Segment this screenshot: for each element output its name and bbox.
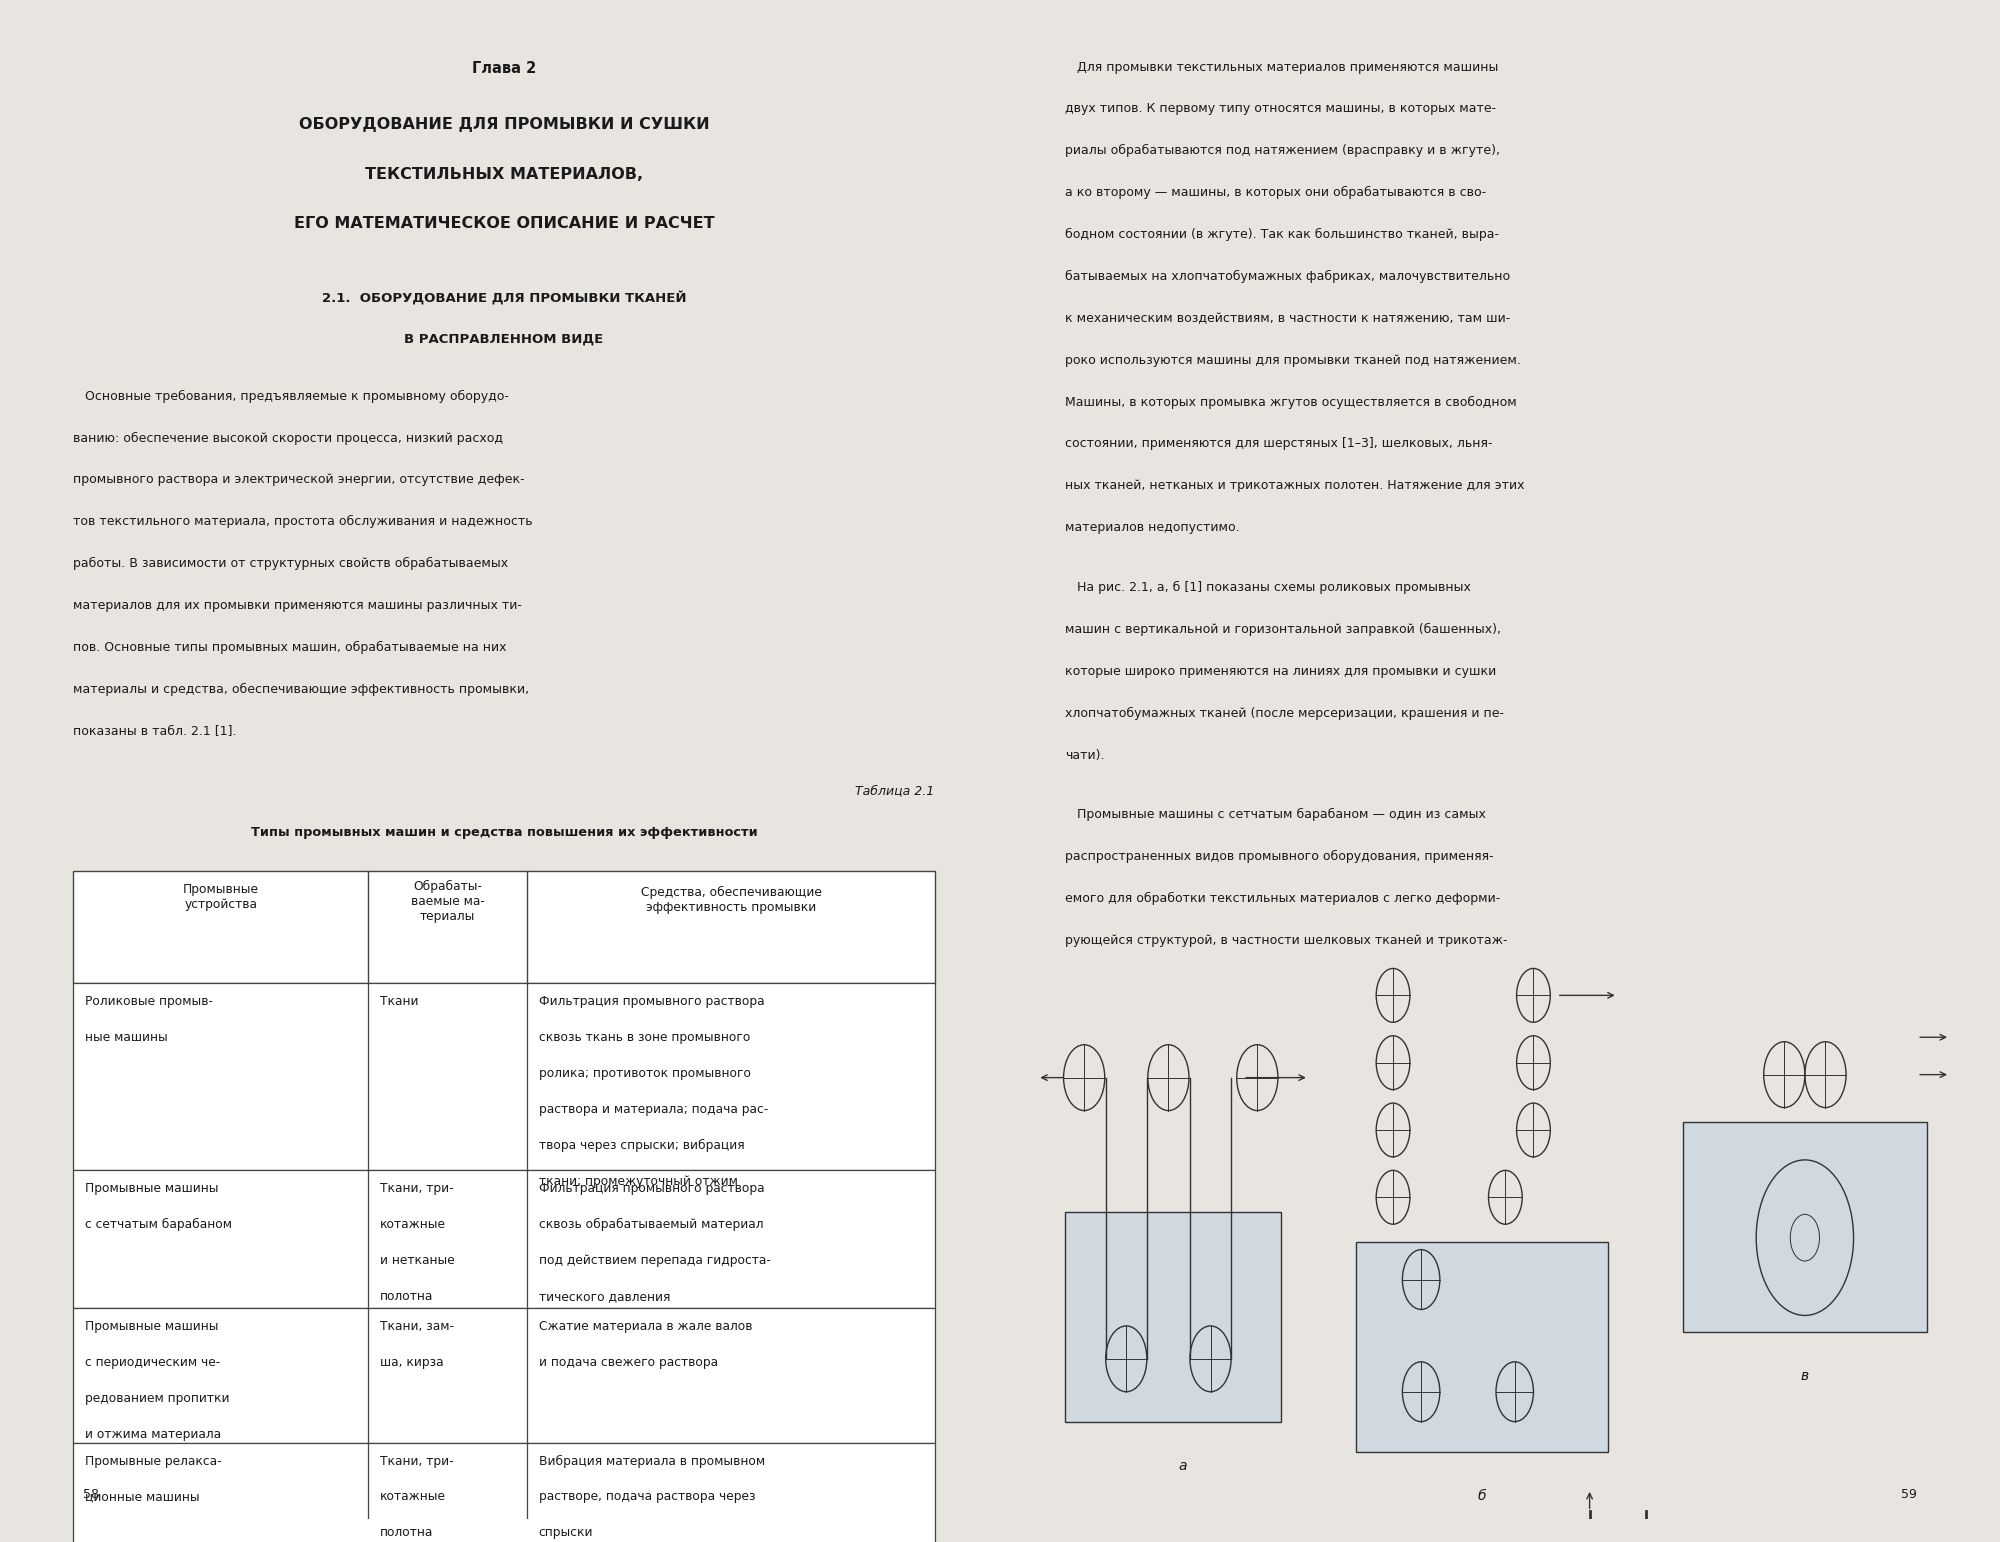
Text: котажные: котажные	[380, 1218, 446, 1231]
Text: 59: 59	[1902, 1488, 1918, 1500]
Text: растворе, подача раствора через: растворе, подача раствора через	[538, 1491, 756, 1503]
Text: На рис. 2.1, а, б [1] показаны схемы роликовых промывных: На рис. 2.1, а, б [1] показаны схемы рол…	[1066, 581, 1472, 594]
Bar	[74, 1443, 934, 1542]
Text: Типы промывных машин и средства повышения их эффективности: Типы промывных машин и средства повышени…	[250, 827, 758, 839]
Text: раствора и материала; подача рас-: раствора и материала; подача рас-	[538, 1103, 768, 1116]
Text: материалов для их промывки применяются машины различных ти-: материалов для их промывки применяются м…	[74, 598, 522, 612]
Text: Ткани: Ткани	[380, 996, 418, 1008]
Text: Промывные
устройства: Промывные устройства	[182, 884, 258, 911]
Text: ролика; противоток промывного: ролика; противоток промывного	[538, 1067, 750, 1079]
Bar	[1066, 1212, 1280, 1422]
Text: промывного раствора и электрической энергии, отсутствие дефек-: промывного раствора и электрической энер…	[74, 473, 526, 486]
Text: и подача свежего раствора: и подача свежего раствора	[538, 1355, 718, 1369]
Text: Для промывки текстильных материалов применяются машины: Для промывки текстильных материалов прим…	[1066, 60, 1498, 74]
Text: котажные: котажные	[380, 1491, 446, 1503]
Bar	[1356, 1243, 1608, 1451]
Text: емого для обработки текстильных материалов с легко деформи-: емого для обработки текстильных материал…	[1066, 893, 1500, 905]
Text: твора через спрыски; вибрация: твора через спрыски; вибрация	[538, 1140, 744, 1152]
Text: материалы и средства, обеспечивающие эффективность промывки,: материалы и средства, обеспечивающие эфф…	[74, 683, 530, 695]
Text: б: б	[1478, 1490, 1486, 1503]
Text: Основные требования, предъявляемые к промывному оборудо-: Основные требования, предъявляемые к про…	[74, 390, 510, 402]
Text: к механическим воздействиям, в частности к натяжению, там ши-: к механическим воздействиям, в частности…	[1066, 311, 1510, 325]
Text: Сжатие материала в жале валов: Сжатие материала в жале валов	[538, 1320, 752, 1332]
Text: Глава 2: Глава 2	[472, 60, 536, 76]
Text: а ко второму — машины, в которых они обрабатываются в сво-: а ко второму — машины, в которых они обр…	[1066, 187, 1486, 199]
Bar	[74, 1170, 934, 1308]
Text: распространенных видов промывного оборудования, применяя-: распространенных видов промывного оборуд…	[1066, 850, 1494, 864]
Text: ОБОРУДОВАНИЕ ДЛЯ ПРОМЫВКИ И СУШКИ: ОБОРУДОВАНИЕ ДЛЯ ПРОМЫВКИ И СУШКИ	[298, 117, 710, 133]
Text: Фильтрация промывного раствора: Фильтрация промывного раствора	[538, 996, 764, 1008]
Text: редованием пропитки: редованием пропитки	[84, 1392, 230, 1405]
Text: полотна: полотна	[380, 1291, 432, 1303]
Text: материалов недопустимо.: материалов недопустимо.	[1066, 521, 1240, 534]
Text: Роликовые промыв-: Роликовые промыв-	[84, 996, 212, 1008]
Text: чати).: чати).	[1066, 748, 1104, 762]
Text: а: а	[1178, 1459, 1186, 1473]
Text: пов. Основные типы промывных машин, обрабатываемые на них: пов. Основные типы промывных машин, обра…	[74, 641, 506, 654]
Text: Промывные машины с сетчатым барабаном — один из самых: Промывные машины с сетчатым барабаном — …	[1066, 808, 1486, 822]
Bar	[74, 1308, 934, 1443]
Text: Ткани, три-: Ткани, три-	[380, 1454, 454, 1468]
Text: ткани; промежуточный отжим: ткани; промежуточный отжим	[538, 1175, 738, 1187]
Text: ционные машины: ционные машины	[84, 1491, 200, 1503]
Text: хлопчатобумажных тканей (после мерсеризации, крашения и пе-: хлопчатобумажных тканей (после мерсериза…	[1066, 706, 1504, 720]
Text: Вибрация материала в промывном: Вибрация материала в промывном	[538, 1454, 764, 1468]
Bar	[1684, 1123, 1926, 1332]
Text: Промывные релакса-: Промывные релакса-	[84, 1454, 222, 1468]
Text: и отжима материала: и отжима материала	[84, 1428, 220, 1440]
Text: 2.1.  ОБОРУДОВАНИЕ ДЛЯ ПРОМЫВКИ ТКАНЕЙ: 2.1. ОБОРУДОВАНИЕ ДЛЯ ПРОМЫВКИ ТКАНЕЙ	[322, 291, 686, 305]
Text: риалы обрабатываются под натяжением (врасправку и в жгуте),: риалы обрабатываются под натяжением (вра…	[1066, 145, 1500, 157]
Text: Ткани, зам-: Ткани, зам-	[380, 1320, 454, 1332]
Text: показаны в табл. 2.1 [1].: показаны в табл. 2.1 [1].	[74, 725, 236, 737]
Text: Таблица 2.1: Таблица 2.1	[856, 785, 934, 797]
Text: тов текстильного материала, простота обслуживания и надежность: тов текстильного материала, простота обс…	[74, 515, 534, 529]
Text: и нетканые: и нетканые	[380, 1254, 454, 1268]
Text: ТЕКСТИЛЬНЫХ МАТЕРИАЛОВ,: ТЕКСТИЛЬНЫХ МАТЕРИАЛОВ,	[364, 167, 644, 182]
Circle shape	[1196, 1539, 1230, 1542]
Text: сквозь ткань в зоне промывного: сквозь ткань в зоне промывного	[538, 1032, 750, 1044]
Text: полотна: полотна	[380, 1527, 432, 1539]
Text: 58: 58	[82, 1488, 98, 1500]
Text: спрыски: спрыски	[538, 1527, 594, 1539]
Text: ных тканей, нетканых и трикотажных полотен. Натяжение для этих: ных тканей, нетканых и трикотажных полот…	[1066, 480, 1524, 492]
Text: тического давления: тического давления	[538, 1291, 670, 1303]
Text: ЕГО МАТЕМАТИЧЕСКОЕ ОПИСАНИЕ И РАСЧЕТ: ЕГО МАТЕМАТИЧЕСКОЕ ОПИСАНИЕ И РАСЧЕТ	[294, 216, 714, 231]
Text: батываемых на хлопчатобумажных фабриках, малочувствительно: батываемых на хлопчатобумажных фабриках,…	[1066, 270, 1510, 284]
Text: Промывные машины: Промывные машины	[84, 1320, 218, 1332]
Text: Обрабаты-
ваемые ма-
териалы: Обрабаты- ваемые ма- териалы	[410, 880, 484, 924]
Text: ванию: обеспечение высокой скорости процесса, низкий расход: ванию: обеспечение высокой скорости проц…	[74, 432, 504, 444]
Text: с сетчатым барабаном: с сетчатым барабаном	[84, 1218, 232, 1232]
Text: состоянии, применяются для шерстяных [1–3], шелковых, льня-: состоянии, применяются для шерстяных [1–…	[1066, 438, 1492, 450]
Text: Машины, в которых промывка жгутов осуществляется в свободном: Машины, в которых промывка жгутов осущес…	[1066, 396, 1518, 409]
Text: роко используются машины для промывки тканей под натяжением.: роко используются машины для промывки тк…	[1066, 353, 1522, 367]
Text: ша, кирза: ша, кирза	[380, 1355, 444, 1369]
Text: работы. В зависимости от структурных свойств обрабатываемых: работы. В зависимости от структурных сво…	[74, 557, 508, 571]
Bar	[74, 871, 934, 984]
Text: ные машины: ные машины	[84, 1032, 168, 1044]
Text: Ткани, три-: Ткани, три-	[380, 1183, 454, 1195]
Text: Средства, обеспечивающие
эффективность промывки: Средства, обеспечивающие эффективность п…	[640, 887, 822, 914]
Text: В РАСПРАВЛЕННОМ ВИДЕ: В РАСПРАВЛЕННОМ ВИДЕ	[404, 333, 604, 345]
Text: в: в	[1800, 1369, 1808, 1383]
Text: машин с вертикальной и горизонтальной заправкой (башенных),: машин с вертикальной и горизонтальной за…	[1066, 623, 1502, 635]
Circle shape	[1276, 1539, 1310, 1542]
Text: Промывные машины: Промывные машины	[84, 1183, 218, 1195]
Text: бодном состоянии (в жгуте). Так как большинство тканей, выра-: бодном состоянии (в жгуте). Так как боль…	[1066, 228, 1500, 241]
Text: под действием перепада гидроста-: под действием перепада гидроста-	[538, 1254, 770, 1268]
Text: которые широко применяются на линиях для промывки и сушки: которые широко применяются на линиях для…	[1066, 665, 1496, 678]
Text: Фильтрация промывного раствора: Фильтрация промывного раствора	[538, 1183, 764, 1195]
Text: сквозь обрабатываемый материал: сквозь обрабатываемый материал	[538, 1218, 764, 1232]
Bar	[74, 984, 934, 1170]
Text: с периодическим че-: с периодическим че-	[84, 1355, 220, 1369]
Text: двух типов. К первому типу относятся машины, в которых мате-: двух типов. К первому типу относятся маш…	[1066, 102, 1496, 116]
Text: рующейся структурой, в частности шелковых тканей и трикотаж-: рующейся структурой, в частности шелковы…	[1066, 934, 1508, 947]
